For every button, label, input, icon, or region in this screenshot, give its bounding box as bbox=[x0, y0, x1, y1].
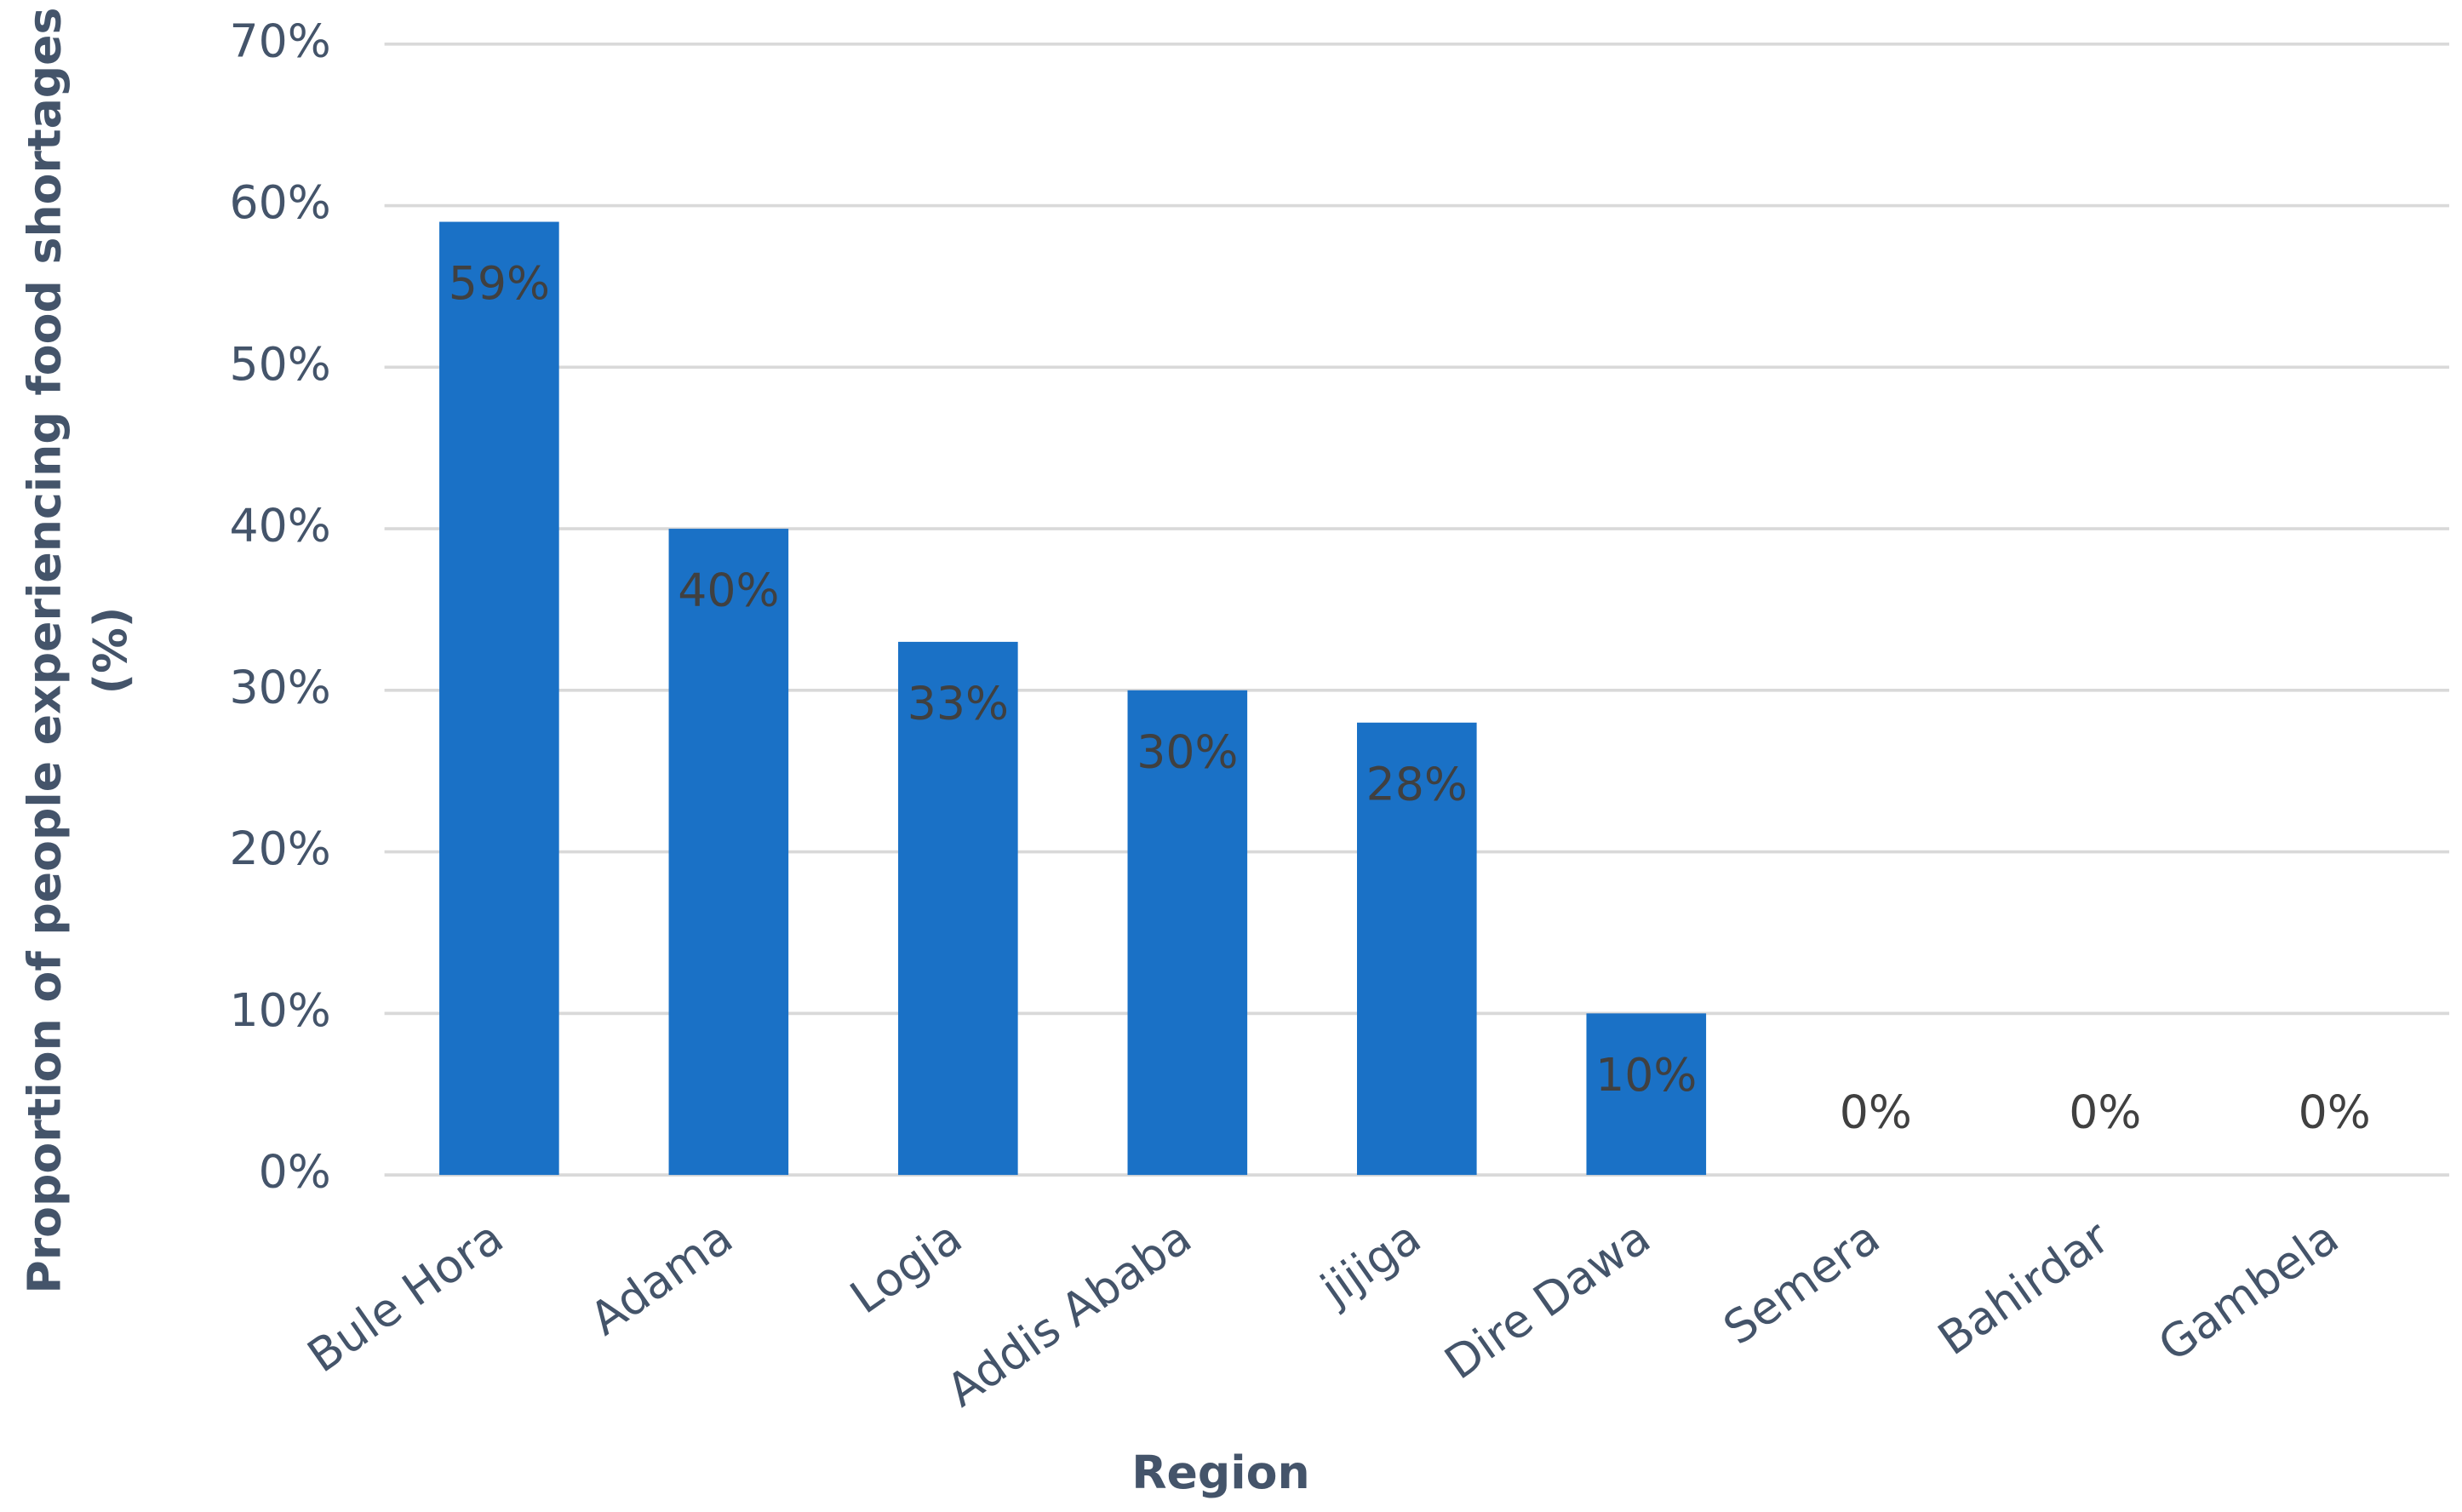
y-tick-label: 30% bbox=[229, 660, 330, 713]
value-label: 28% bbox=[1366, 757, 1468, 810]
value-label: 33% bbox=[908, 676, 1009, 730]
value-label: 0% bbox=[2299, 1085, 2371, 1138]
value-label: 30% bbox=[1137, 724, 1238, 778]
bar bbox=[439, 221, 559, 1176]
y-tick-label: 40% bbox=[229, 499, 330, 553]
x-tick-label: Dire Dawa bbox=[1435, 1210, 1660, 1389]
x-tick-label: Semera bbox=[1714, 1210, 1889, 1354]
y-tick-label: 60% bbox=[229, 175, 330, 229]
x-tick-label: Logia bbox=[840, 1210, 971, 1324]
y-tick-label: 70% bbox=[229, 14, 330, 67]
y-axis-label: Proportion of people experiencing food s… bbox=[17, 8, 71, 1294]
value-label: 0% bbox=[2069, 1085, 2141, 1138]
y-tick-label: 20% bbox=[229, 822, 330, 875]
bar bbox=[1586, 1013, 1707, 1176]
bar bbox=[1127, 690, 1248, 1176]
x-tick-label: jijiga bbox=[1311, 1210, 1431, 1316]
value-label: 59% bbox=[449, 256, 550, 310]
bar bbox=[668, 529, 789, 1176]
x-tick-label: Gambela bbox=[2149, 1210, 2348, 1372]
y-tick-label: 10% bbox=[229, 983, 330, 1037]
x-tick-label: Adama bbox=[581, 1210, 742, 1345]
bar bbox=[1357, 722, 1477, 1176]
x-tick-label: Bahirdar bbox=[1928, 1210, 2119, 1366]
bar bbox=[898, 641, 1018, 1176]
x-tick-label: Bule Hora bbox=[298, 1210, 512, 1383]
x-tick-label: Addis Ababa bbox=[937, 1210, 1201, 1417]
y-axis-label: (%) bbox=[83, 607, 137, 695]
value-label: 10% bbox=[1595, 1048, 1697, 1102]
value-label: 0% bbox=[1840, 1085, 1912, 1138]
y-tick-label: 0% bbox=[259, 1145, 331, 1199]
value-label: 40% bbox=[678, 564, 779, 617]
y-tick-label: 50% bbox=[229, 337, 330, 391]
x-axis-label: Region bbox=[1131, 1446, 1310, 1499]
